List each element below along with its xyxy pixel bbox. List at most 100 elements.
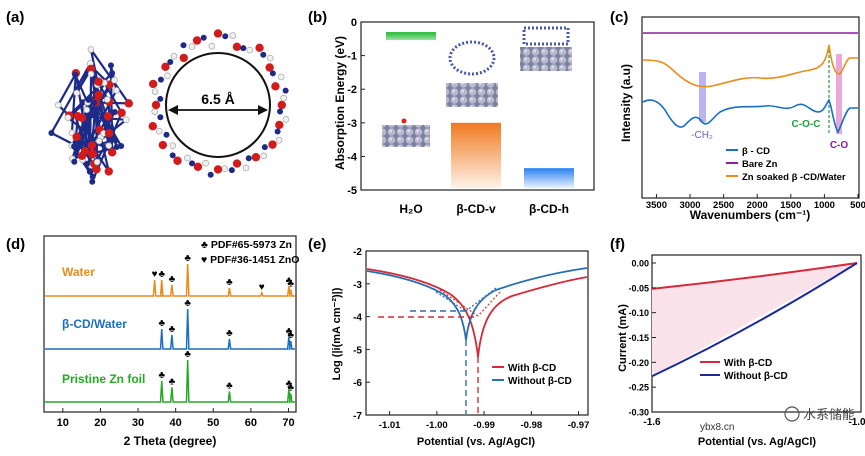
atom <box>189 160 196 167</box>
e-ylabel: Log (|i(mA cm⁻²)|) <box>331 287 343 380</box>
atom <box>54 101 62 109</box>
atom <box>112 137 119 144</box>
c-ylabel: Intensity (a.u) <box>619 64 633 142</box>
atom <box>184 154 191 162</box>
panel-e: (e) Log (|i(mA cm⁻²)|) -1.01 -1.00 -0.99 -0… <box>308 236 589 448</box>
atom <box>213 165 223 174</box>
f-series-with-cd <box>651 262 858 290</box>
atom <box>192 36 202 45</box>
atom <box>277 108 284 115</box>
panel-b: (b) Absorption Energy (eV) 0 -1 -2 -3 -4 -5 H… <box>308 9 595 216</box>
atom <box>107 62 114 69</box>
e-series-without-cd <box>366 267 588 341</box>
b-frame <box>360 21 595 191</box>
d-peak-marker: ♣ <box>287 279 294 290</box>
f-legend: With β-CD Without β-CD <box>700 358 788 382</box>
atom <box>222 33 229 40</box>
f-xtick: -1.6 <box>643 417 661 428</box>
c-ann-coc: C-O-C <box>792 119 821 130</box>
beta-cd-top-view <box>148 29 290 178</box>
bond <box>90 73 111 134</box>
atom <box>229 32 237 39</box>
e-ticks: -1.01 -1.00 -0.99 -0.98 -0.97 -2 -3 -4 -5 -6 -7 <box>353 247 589 431</box>
atom <box>282 87 289 94</box>
atom <box>88 149 98 159</box>
cd-v-molecule <box>448 40 496 76</box>
d-label-water: Water <box>62 265 95 279</box>
atom <box>71 143 78 150</box>
panel-d: (d) ♣ PDF#65-5973 Zn ♥ PDF#36-1451 ZnO ♣… <box>6 235 299 448</box>
atom <box>169 142 177 149</box>
b-bar <box>524 168 574 188</box>
d-peak-marker: ♣ <box>226 328 233 339</box>
panel-label-f: (f) <box>610 236 625 253</box>
b-bar <box>386 32 436 41</box>
d-peak-marker: ♥ <box>152 269 158 280</box>
atom <box>251 152 261 162</box>
d-xtick: 60 <box>245 417 257 429</box>
atom <box>73 111 82 121</box>
atom <box>104 167 113 176</box>
c-ann-ch2: -CH₂ <box>691 130 713 141</box>
atom <box>105 142 113 149</box>
atom <box>87 141 97 150</box>
cavity-size-label: 6.5 Å <box>201 91 234 107</box>
c-legend-item: Zn soaked β -CD/Water <box>742 172 846 183</box>
atom <box>277 73 285 81</box>
c-xtick: 500 <box>850 200 865 211</box>
b-ytick: 0 <box>351 17 357 29</box>
f-ytick: -0.10 <box>628 308 649 318</box>
b-ytick: -4 <box>347 151 358 163</box>
e-xtick: -0.98 <box>520 420 542 431</box>
panel-a: (a) 6.5 Å <box>6 9 290 185</box>
watermark-site: ybx8.cn <box>700 422 734 433</box>
f-ytick: -0.05 <box>628 283 649 293</box>
atom <box>148 79 158 89</box>
f-ylabel: Current (mA) <box>617 304 629 372</box>
atom <box>202 159 209 167</box>
atom <box>158 140 168 150</box>
e-xtick: -1.01 <box>379 420 401 431</box>
d-pattern <box>45 359 295 403</box>
d-peak-marker: ♣ <box>286 275 293 286</box>
b-axes: 0 -1 -2 -3 -4 -5 <box>347 17 595 197</box>
atom <box>93 158 101 166</box>
c-xtick: 3500 <box>646 200 667 211</box>
d-legend-zn: ♣ PDF#65-5973 Zn <box>201 239 292 251</box>
b-xlabels: H₂O β-CD-v β-CD-h <box>399 202 569 216</box>
c-xticks: 3500 3000 2500 2000 1500 1000 500 <box>646 194 865 211</box>
f-plot <box>651 262 858 378</box>
atom <box>148 121 157 131</box>
d-peak-marker: ♣ <box>158 370 165 381</box>
e-legend-item: Without β-CD <box>508 376 572 387</box>
b-xtick: β-CD-v <box>456 202 496 216</box>
atom <box>163 131 170 138</box>
atom <box>179 53 188 63</box>
atom <box>260 152 268 160</box>
b-xtick: H₂O <box>399 202 422 216</box>
atom <box>275 136 283 144</box>
c-xtick: 1000 <box>814 200 835 211</box>
atom <box>213 29 223 38</box>
atom <box>94 77 103 86</box>
f-shaded-area <box>652 263 857 377</box>
atom <box>95 137 103 145</box>
d-peak-marker: ♣ <box>286 378 293 389</box>
panel-label-c: (c) <box>610 9 628 26</box>
wechat-icon <box>784 406 800 422</box>
atom <box>73 89 81 97</box>
d-peak-marker: ♣ <box>184 349 191 360</box>
atom <box>232 42 242 51</box>
atom <box>71 158 78 165</box>
d-label-cd-water: β-CD/Water <box>62 317 127 331</box>
d-peak-marker: ♣ <box>184 253 191 264</box>
atom <box>89 173 96 180</box>
e-xtick: -0.97 <box>568 420 590 431</box>
e-ytick: -7 <box>353 411 362 422</box>
atom <box>170 52 178 60</box>
atom <box>151 88 159 95</box>
atom <box>84 160 91 167</box>
f-ticks: 0.00 -0.05 -0.10 -0.15 -0.20 -0.25 -0.30-1.6 -1… <box>628 259 865 429</box>
bond <box>50 63 92 134</box>
c-xtick: 1500 <box>780 200 801 211</box>
